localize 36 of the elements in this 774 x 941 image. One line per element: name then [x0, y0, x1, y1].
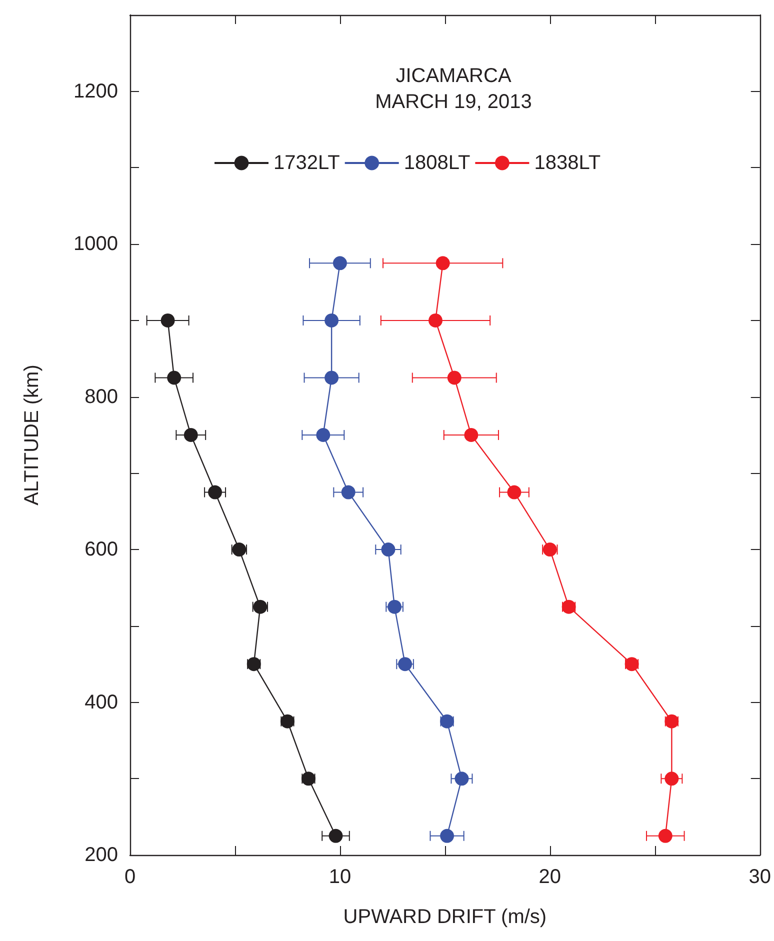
x-tick-label: 0	[124, 866, 136, 888]
y-tick-label: 600	[84, 538, 118, 561]
point	[324, 370, 339, 385]
y-tick-label: 200	[84, 844, 118, 866]
point	[440, 828, 454, 843]
y-tick-label: 1000	[74, 233, 118, 256]
point	[664, 772, 679, 786]
x-tick-label: 10	[328, 866, 352, 888]
point	[454, 772, 469, 786]
point	[316, 428, 330, 442]
y-tick-label: 1200	[74, 80, 118, 102]
x-axis-title: UPWARD DRIFT (m/s)	[343, 906, 547, 928]
point	[324, 313, 339, 328]
point	[436, 256, 450, 270]
y-tick-label: 400	[84, 691, 118, 714]
point	[507, 485, 522, 500]
y-axis-title: ALTITUDE (km)	[21, 364, 43, 506]
legend-label: 1732LT	[274, 152, 340, 174]
legend-label: 1838LT	[534, 152, 601, 174]
legend-label: 1808LT	[404, 152, 470, 174]
x-tick-label: 20	[538, 866, 562, 888]
point	[658, 828, 672, 843]
point	[167, 370, 182, 385]
point	[428, 313, 442, 328]
x-tick-label: 30	[748, 866, 771, 888]
point	[332, 256, 347, 270]
text: JICAMARCA MARCH 19, 2013	[375, 65, 532, 113]
point	[447, 370, 462, 385]
point	[160, 313, 175, 328]
point	[208, 485, 222, 500]
point	[381, 542, 396, 557]
point	[328, 828, 343, 843]
point	[341, 485, 356, 500]
point	[184, 428, 198, 442]
point	[464, 428, 478, 442]
y-tick-label: 800	[84, 386, 118, 408]
